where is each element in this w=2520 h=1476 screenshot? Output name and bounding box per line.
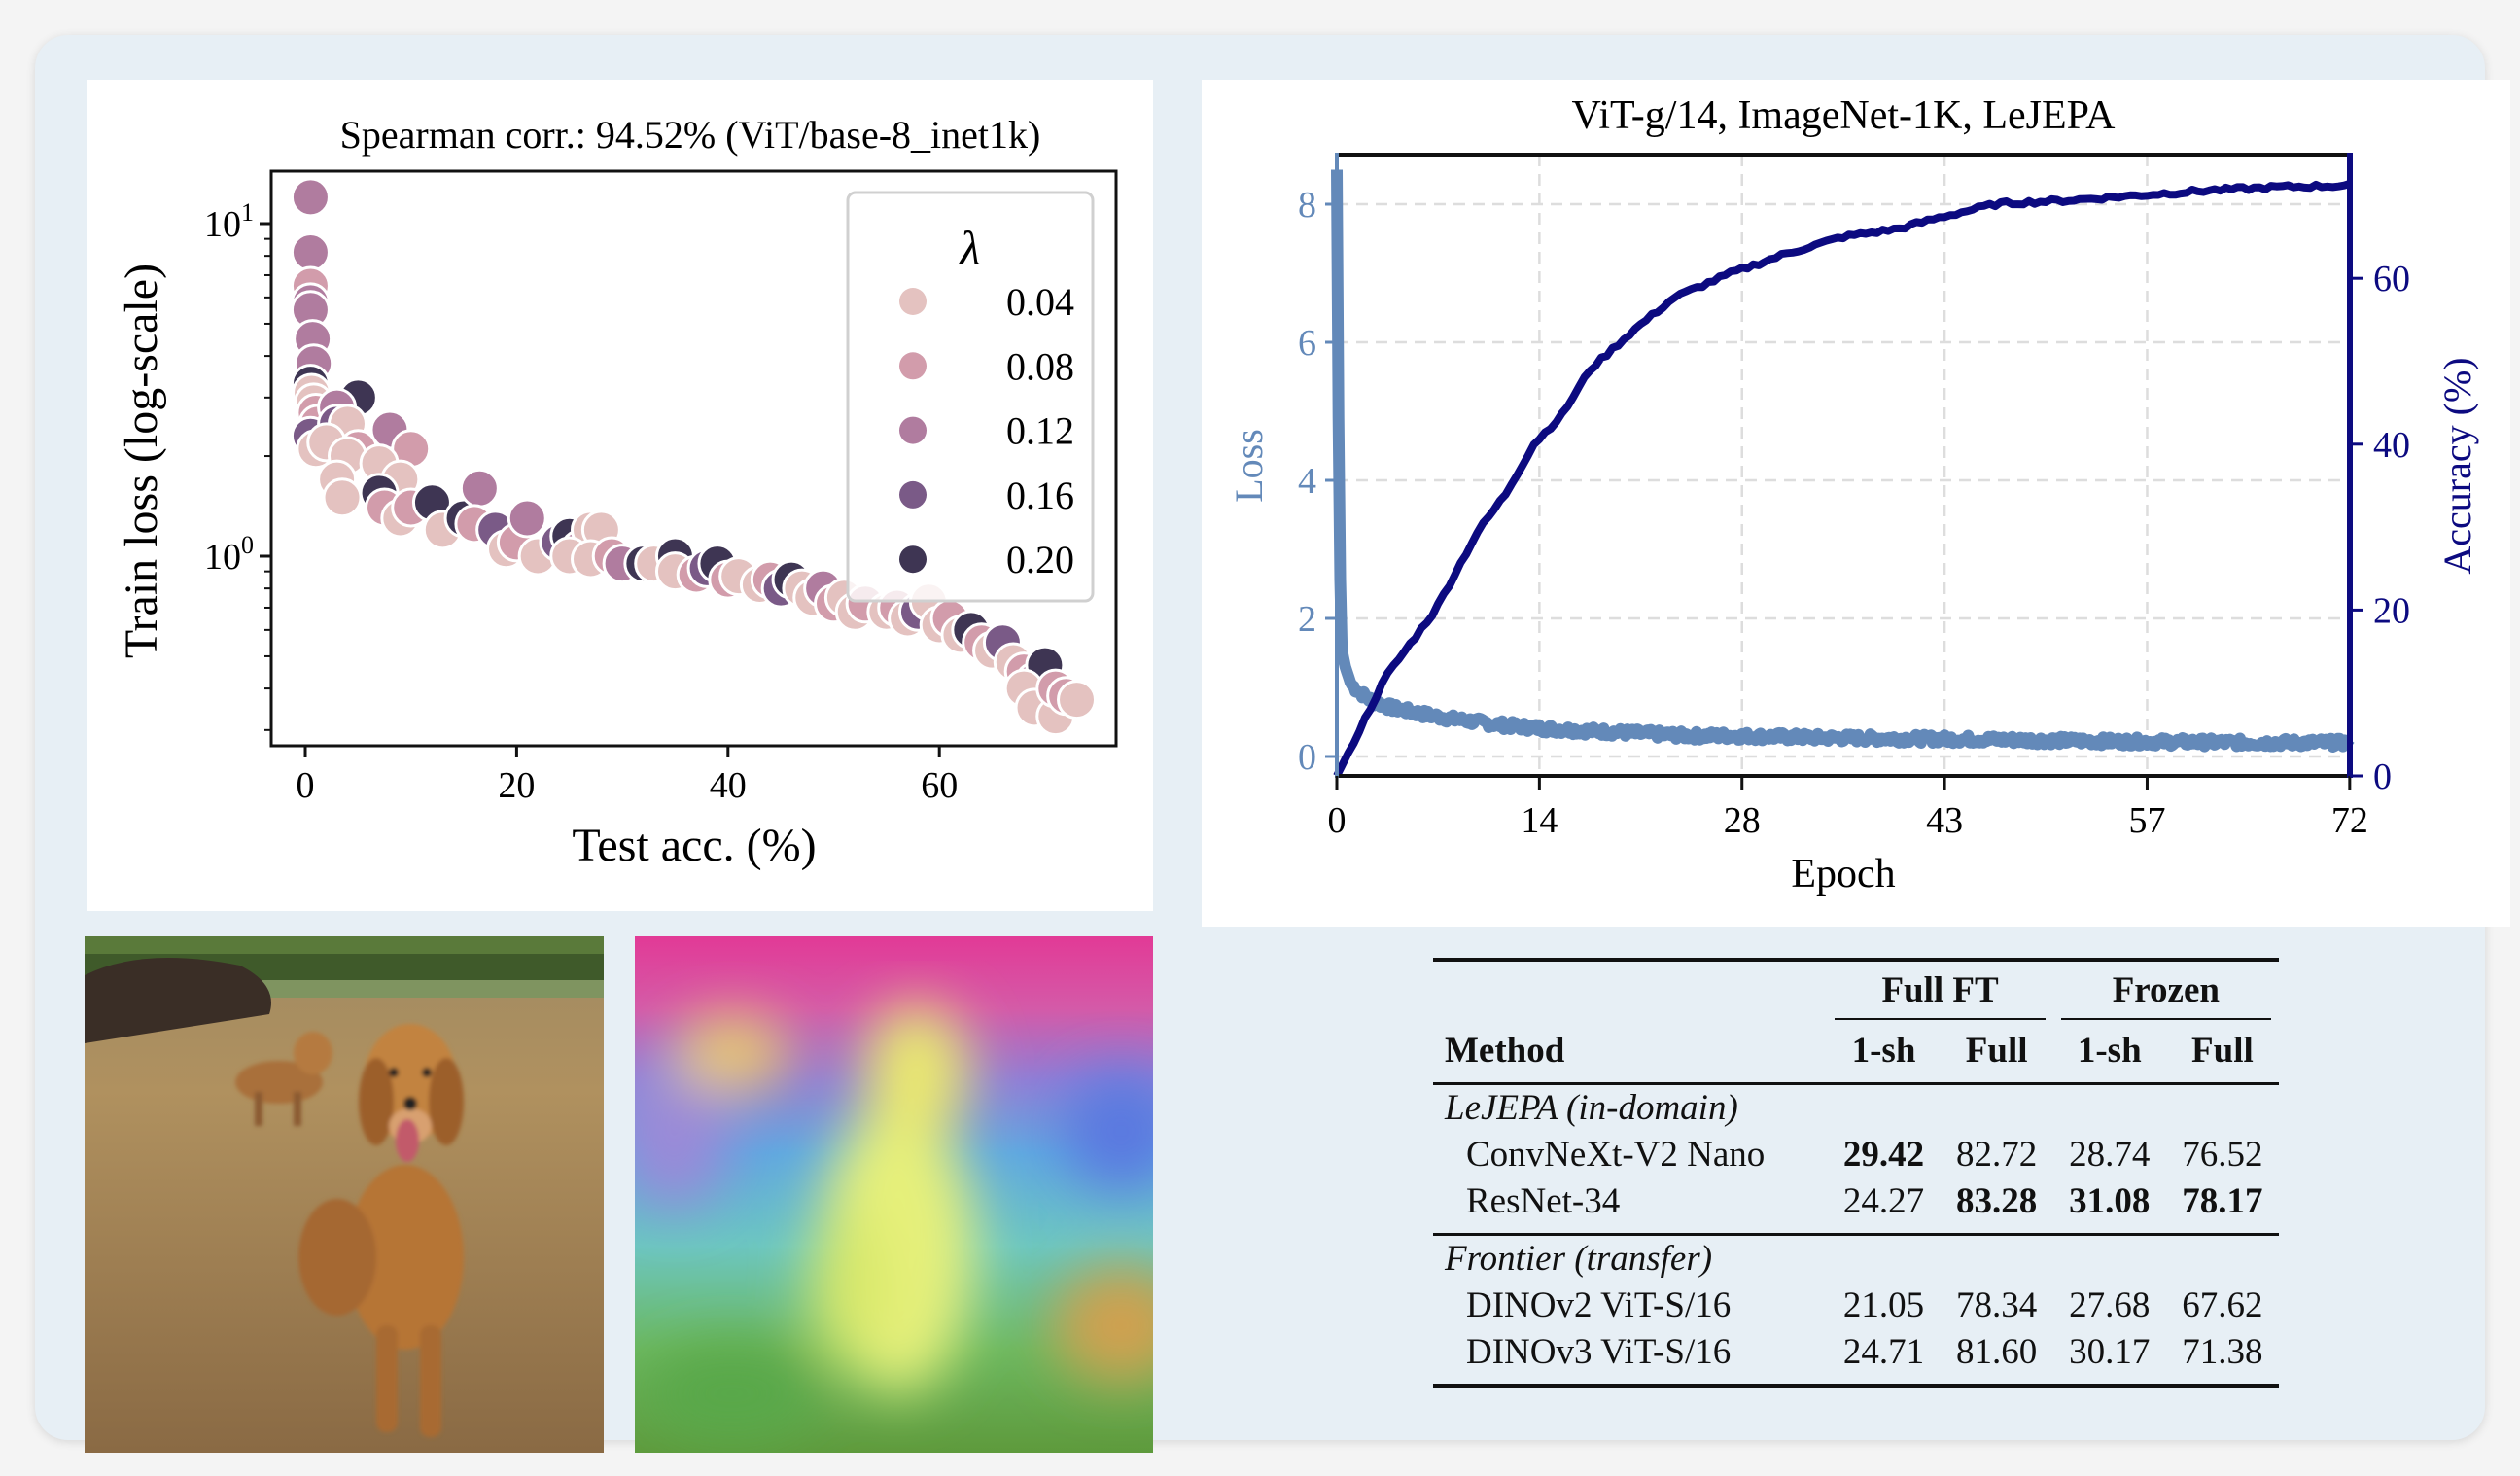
loss-tick-label: 0 [1298,737,1316,778]
method-cell: ConvNeXt-V2 Nano [1466,1135,1766,1175]
y-tick-label: 100 [204,531,254,578]
value-cell: 82.72 [1956,1135,2038,1175]
epoch-tick-label: 0 [1328,800,1347,841]
scatter-chart: Spearman corr.: 94.52% (ViT/base-8_inet1… [116,113,1118,871]
golden-retriever-photo [85,936,604,1453]
group-header-frozen: Frozen [2052,958,2279,1020]
epoch-tick-label: 43 [1926,800,1963,841]
scatter-x-label: Test acc. (%) [572,820,816,871]
value-cell: 81.60 [1956,1332,2038,1372]
figure-card: Spearman corr.: 94.52% (ViT/base-8_inet1… [35,35,2510,1453]
value-cell: 67.62 [2182,1285,2263,1325]
training-curve-panel: ViT-g/14, ImageNet-1K, LeJEPA 0 14 28 43 57 7… [1202,80,2510,927]
epoch-tick-label: 57 [2128,800,2165,841]
table-row: ResNet-34 24.27 83.28 31.08 78.17 [1433,1178,2279,1235]
legend-marker [899,480,927,509]
legend-label: 0.16 [1006,474,1074,517]
value-cell: 83.28 [1956,1181,2038,1221]
epoch-tick-label: 28 [1724,800,1761,841]
column-header: Full [2191,1031,2254,1071]
x-tick-label: 0 [297,765,315,806]
table-column-header-row: Method 1-sh Full 1-sh Full [1433,1020,2279,1084]
table-section-header: LeJEPA (in-domain) [1433,1082,2279,1132]
method-cell: DINOv2 ViT-S/16 [1466,1285,1732,1325]
legend-label: 0.08 [1006,344,1074,388]
accuracy-curve [1333,180,2352,778]
feature-map-visualization [635,936,1153,1453]
table-section-header: Frontier (transfer) [1433,1233,2279,1283]
value-cell: 24.27 [1842,1181,1925,1221]
table-row: DINOv2 ViT-S/16 21.05 78.34 27.68 67.62 [1433,1283,2279,1329]
legend-marker [899,545,927,574]
value-cell: 76.52 [2182,1135,2263,1175]
legend-label: 0.04 [1006,280,1074,324]
table-row: ConvNeXt-V2 Nano 29.42 82.72 28.74 76.52 [1433,1132,2279,1178]
line-title: ViT-g/14, ImageNet-1K, LeJEPA [1572,93,2117,138]
column-header: 1-sh [2077,1031,2142,1071]
value-cell: 27.68 [2069,1285,2151,1325]
accuracy-tick-label: 60 [2373,259,2410,299]
scatter-point [290,177,331,218]
accuracy-tick-label: 20 [2373,590,2410,631]
loss-axis-label: Loss [1227,429,1271,503]
x-tick-label: 40 [710,765,747,806]
table-group-header-row: Full FT Frozen [1433,958,2279,1020]
accuracy-tick-label: 0 [2373,756,2392,797]
legend-marker [899,416,927,444]
value-cell: 24.71 [1842,1332,1925,1372]
column-header: Full [1965,1031,2028,1071]
method-cell: DINOv3 ViT-S/16 [1466,1332,1732,1372]
group-header-full-ft: Full FT [1827,958,2053,1020]
scatter-chart-panel: Spearman corr.: 94.52% (ViT/base-8_inet1… [87,80,1153,911]
table-row: DINOv3 ViT-S/16 24.71 81.60 30.17 71.38 [1433,1329,2279,1386]
method-cell: ResNet-34 [1466,1181,1621,1221]
scatter-y-label: Train loss (log-scale) [116,264,167,658]
epoch-tick-label: 14 [1521,800,1558,841]
loss-curve [1331,169,2355,753]
scatter-point [1057,680,1098,720]
accuracy-axis-label: Accuracy (%) [2435,357,2479,574]
loss-tick-label: 2 [1298,599,1316,640]
loss-tick-label: 4 [1298,461,1316,502]
value-cell: 78.17 [2182,1181,2263,1221]
legend-label: 0.12 [1006,409,1074,453]
loss-tick-label: 8 [1298,185,1316,226]
value-cell: 78.34 [1956,1285,2038,1325]
y-tick-label: 101 [204,198,254,245]
scatter-axes-frame [269,169,1118,748]
scatter-point [322,477,363,518]
scatter-point [459,468,500,509]
scatter-point [507,498,547,539]
loss-tick-label: 6 [1298,323,1316,364]
line-x-label: Epoch [1791,852,1895,896]
value-cell: 28.74 [2069,1135,2151,1175]
value-cell: 29.42 [1842,1135,1925,1175]
scatter-point [290,231,331,272]
scatter-legend: λ 0.04 0.08 0.12 0.16 0.20 [846,191,1095,603]
training-curve-chart: ViT-g/14, ImageNet-1K, LeJEPA 0 14 28 43 57 7… [1227,93,2479,896]
value-cell: 31.08 [2069,1181,2151,1221]
column-header-method: Method [1445,1031,1565,1071]
x-tick-label: 60 [921,765,958,806]
x-tick-label: 20 [498,765,535,806]
value-cell: 71.38 [2182,1332,2263,1372]
column-header: 1-sh [1851,1031,1916,1071]
legend-marker [899,288,927,315]
section-title: Frontier (transfer) [1433,1233,2279,1283]
value-cell: 21.05 [1842,1285,1925,1325]
legend-label: 0.20 [1006,538,1074,581]
scatter-title: Spearman corr.: 94.52% (ViT/base-8_inet1… [340,113,1041,157]
value-cell: 30.17 [2069,1332,2151,1372]
results-table: Full FT Frozen Method 1-sh Full 1-sh Ful… [1433,958,2279,1388]
epoch-tick-label: 72 [2331,800,2368,841]
legend-title: λ [958,221,981,275]
legend-marker [899,352,927,380]
section-title: LeJEPA (in-domain) [1433,1082,2279,1132]
dog-image [85,936,604,1453]
feature-map-image [635,936,1153,1453]
accuracy-tick-label: 40 [2373,425,2410,466]
